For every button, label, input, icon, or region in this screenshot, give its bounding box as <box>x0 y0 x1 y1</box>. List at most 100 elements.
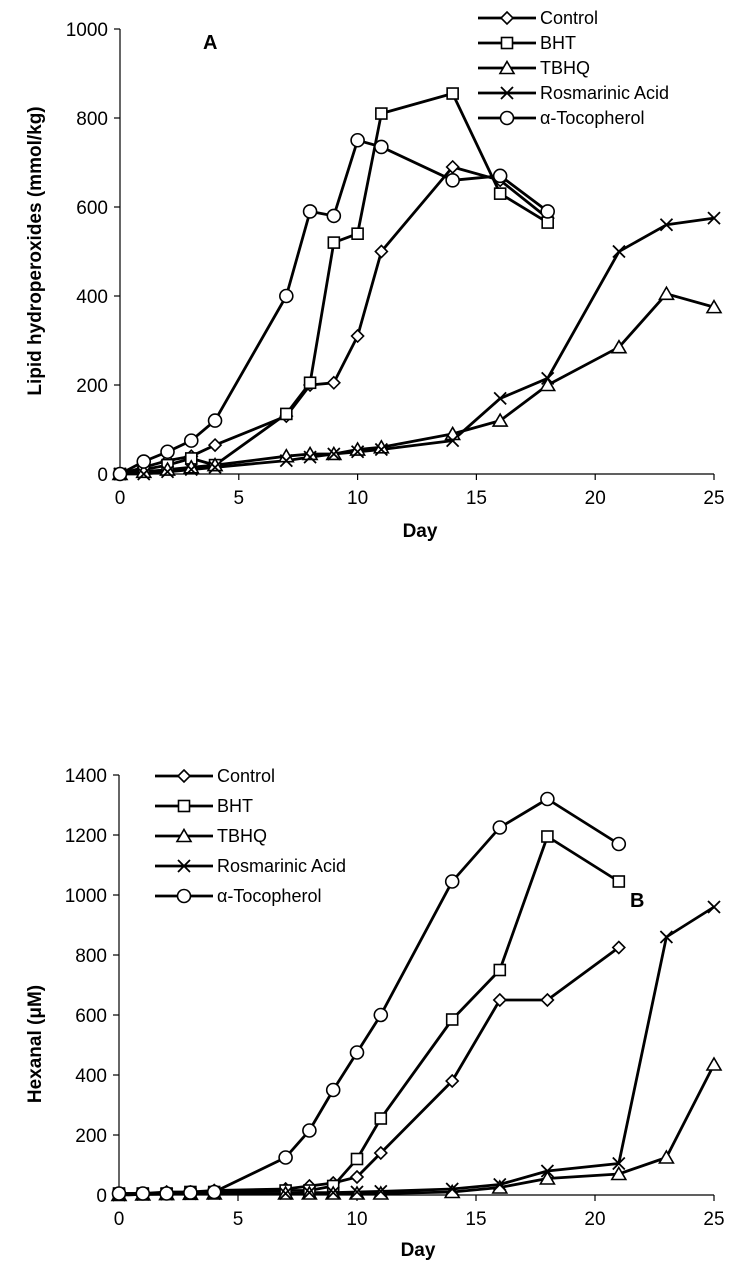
data-point-a-1 <box>351 227 364 240</box>
data-point-a-3 <box>541 371 555 385</box>
data-point-a-3 <box>707 211 721 225</box>
legend-marker-a-4 <box>499 110 515 126</box>
legend-label-b-3: Rosmarinic Acid <box>217 856 346 876</box>
data-point-a-1 <box>375 107 388 120</box>
data-point-b-1 <box>612 875 626 888</box>
data-point-a-3 <box>279 454 293 468</box>
data-point-a-0 <box>350 328 365 344</box>
data-point-a-4 <box>302 204 318 219</box>
data-point-b-1 <box>541 830 554 843</box>
data-point-a-0 <box>445 159 460 175</box>
x-tick-label-b: 25 <box>703 1209 724 1230</box>
data-point-b-4 <box>135 1186 151 1201</box>
legend-marker-a-1 <box>500 36 514 50</box>
data-point-a-4 <box>374 139 389 155</box>
data-point-b-2 <box>705 1056 723 1071</box>
data-point-a-3 <box>184 462 198 477</box>
data-point-a-4 <box>160 444 175 460</box>
data-point-b-3 <box>540 1164 555 1178</box>
data-point-a-3 <box>327 447 341 461</box>
y-tick-label-a: 800 <box>76 109 108 130</box>
data-point-b-3 <box>707 900 721 914</box>
data-point-a-3 <box>374 442 388 457</box>
legend-label-a-4: α-Tocopherol <box>540 108 644 128</box>
data-point-b-4 <box>302 1123 317 1138</box>
x-axis-label-a: Day <box>403 521 438 542</box>
data-point-b-2 <box>658 1149 675 1164</box>
data-point-a-4 <box>540 204 555 219</box>
y-tick-label-b: 800 <box>75 946 107 967</box>
y-tick-label-a: 600 <box>76 198 108 219</box>
series-line-b-0 <box>119 946 620 1195</box>
data-point-b-3 <box>302 1185 317 1200</box>
data-point-a-3 <box>446 433 460 448</box>
data-point-a-1 <box>303 376 317 390</box>
data-point-a-3 <box>137 467 151 481</box>
y-tick-label-a: 400 <box>76 287 108 308</box>
legend-label-a-2: TBHQ <box>540 58 590 78</box>
y-tick-label-b: 200 <box>75 1126 107 1147</box>
data-point-b-4 <box>540 791 555 807</box>
data-point-a-4 <box>112 466 128 482</box>
data-point-a-3 <box>493 391 507 405</box>
data-point-b-0 <box>611 940 626 955</box>
data-point-a-2 <box>491 412 509 427</box>
legend-marker-b-1 <box>177 799 191 813</box>
data-point-a-4 <box>136 454 152 469</box>
data-point-a-0 <box>374 244 389 259</box>
data-point-a-3 <box>350 445 365 459</box>
legend-marker-a-2 <box>498 59 516 75</box>
data-point-b-0 <box>492 992 507 1008</box>
data-point-a-2 <box>705 299 723 314</box>
data-point-b-0 <box>540 992 555 1008</box>
x-tick-label-b: 15 <box>465 1209 486 1230</box>
data-point-b-2 <box>610 1165 628 1181</box>
legend-label-a-1: BHT <box>540 33 576 53</box>
data-point-b-4 <box>492 820 508 835</box>
data-point-b-4 <box>325 1082 341 1098</box>
data-point-a-4 <box>350 132 365 148</box>
data-point-b-3 <box>445 1182 459 1196</box>
data-point-a-1 <box>493 187 507 200</box>
legend-marker-b-2 <box>175 827 193 843</box>
data-point-b-4 <box>349 1045 365 1060</box>
data-point-a-4 <box>326 208 342 224</box>
data-point-b-3 <box>350 1185 364 1199</box>
data-point-a-4 <box>445 173 460 188</box>
data-point-a-1 <box>280 407 293 421</box>
data-point-b-1 <box>445 1013 459 1026</box>
data-point-b-2 <box>539 1170 556 1185</box>
x-tick-label-a: 0 <box>115 488 126 509</box>
data-point-a-3 <box>612 244 626 259</box>
y-tick-label-b: 1000 <box>65 886 107 907</box>
data-point-b-1 <box>374 1112 388 1125</box>
data-point-a-1 <box>446 87 459 100</box>
x-tick-label-b: 10 <box>346 1209 367 1230</box>
data-point-a-4 <box>183 433 199 448</box>
panel-label-a: A <box>203 32 217 54</box>
x-tick-label-b: 20 <box>584 1209 605 1230</box>
data-point-a-3 <box>208 460 222 474</box>
data-point-b-1 <box>493 963 507 977</box>
x-tick-label-a: 25 <box>703 488 724 509</box>
x-axis-label-b: Day <box>401 1240 436 1261</box>
legend-marker-a-3 <box>500 86 514 100</box>
data-point-b-4 <box>111 1186 127 1201</box>
legend-marker-a-0 <box>499 10 515 26</box>
x-tick-label-a: 20 <box>585 488 606 509</box>
series-line-a-3 <box>120 216 715 476</box>
legend-label-b-2: TBHQ <box>217 826 267 846</box>
y-tick-label-b: 1200 <box>65 826 107 847</box>
data-point-b-3 <box>612 1156 626 1171</box>
data-point-b-3 <box>493 1177 507 1192</box>
x-tick-label-a: 10 <box>347 488 368 509</box>
y-tick-label-b: 1400 <box>65 766 107 787</box>
series-line-b-1 <box>119 835 620 1195</box>
data-point-a-3 <box>659 218 674 232</box>
y-tick-label-b: 400 <box>75 1066 107 1087</box>
data-point-b-3 <box>278 1186 293 1201</box>
data-point-b-3 <box>326 1185 340 1200</box>
legend-label-b-0: Control <box>217 766 275 786</box>
legend-marker-b-0 <box>176 768 192 784</box>
